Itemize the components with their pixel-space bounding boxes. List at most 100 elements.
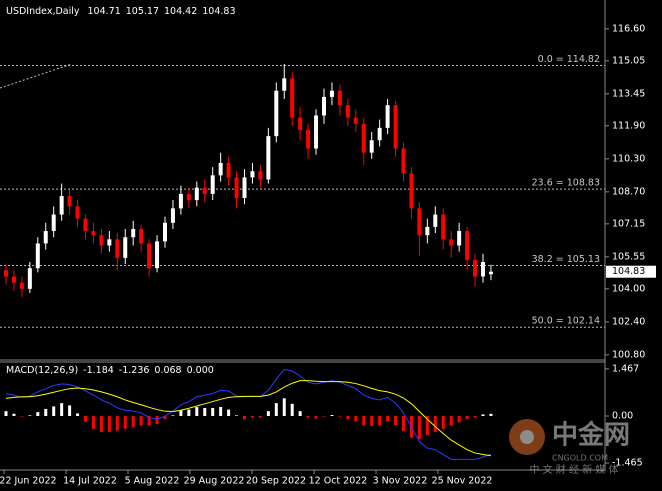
candle-body: [481, 262, 485, 277]
candle-body: [473, 259, 478, 277]
candle-body: [35, 243, 40, 269]
watermark-logo: 中金网: [552, 420, 630, 451]
indicator-name: MACD(12,26,9): [6, 365, 78, 376]
candle-body: [139, 228, 144, 244]
candle-body: [155, 241, 160, 269]
histogram-bar: [362, 416, 366, 426]
signal-value: -1.236: [119, 365, 150, 376]
histogram-bar: [250, 416, 254, 418]
candle-body: [290, 78, 295, 118]
candle-body: [298, 117, 303, 130]
candle-body: [258, 171, 263, 180]
x-tick-label: 20 Sep 2022: [246, 476, 306, 487]
y-tick-label: 108.70: [612, 186, 645, 197]
candle-body: [242, 177, 247, 199]
x-tick-label: 12 Oct 2022: [309, 476, 368, 487]
histogram-bar: [258, 416, 262, 418]
close-value: 104.83: [202, 6, 235, 17]
candle-body: [345, 105, 350, 118]
candle-body: [337, 90, 342, 106]
histogram-bar: [378, 416, 382, 426]
candle-body: [99, 235, 104, 246]
histogram-bar: [20, 416, 24, 417]
price-tag: [606, 265, 656, 278]
macd-value: -1.184: [83, 365, 114, 376]
candle-body: [457, 231, 462, 246]
y-tick-label: 100.80: [612, 349, 645, 360]
candle-body: [51, 214, 56, 232]
candle-body: [465, 231, 470, 260]
y-tick-label: 1.467: [612, 363, 639, 374]
y-tick-label: 102.40: [612, 316, 645, 327]
candle-body: [202, 187, 207, 194]
histogram-bar: [147, 416, 151, 426]
y-tick-label: 116.60: [612, 23, 645, 34]
histogram-bar: [489, 413, 493, 416]
fib-connector: [0, 63, 73, 89]
candle-body: [218, 162, 223, 176]
watermark-url: CNGOLD.COM: [552, 454, 608, 463]
histogram-bar: [76, 413, 80, 416]
histogram-bar: [433, 416, 437, 433]
histogram-bar: [282, 398, 286, 416]
candle-body: [186, 193, 191, 201]
low-value: 104.42: [164, 6, 197, 17]
histogram-bar: [322, 416, 326, 417]
histogram-bar: [155, 416, 159, 425]
histogram-bar: [314, 416, 318, 419]
y-tick-label: -1.465: [612, 458, 643, 469]
histogram-bar: [219, 407, 223, 416]
histogram-bar: [473, 416, 477, 418]
histogram-bar: [346, 416, 350, 420]
candle-body: [488, 271, 493, 275]
fib-label: 50.0 = 102.14: [532, 316, 600, 327]
candle-body: [274, 90, 279, 137]
x-tick-label: 29 Aug 2022: [184, 476, 245, 487]
histogram-bar: [417, 416, 421, 440]
histogram-bar: [449, 416, 453, 426]
indicator-line: [5, 380, 492, 457]
watermark-icon: [520, 430, 534, 444]
y-tick-label: 104.00: [612, 283, 645, 294]
histogram-bar: [402, 416, 405, 431]
histogram-bar: [44, 408, 48, 416]
y-tick-label: 107.15: [612, 218, 645, 229]
histogram-bar: [131, 416, 135, 428]
candle-body: [314, 115, 319, 149]
watermark-tagline: 中 文 财 经 新 媒 体: [529, 463, 618, 476]
x-tick-label: 5 Aug 2022: [125, 476, 180, 487]
candle-body: [417, 208, 422, 236]
histogram-bar: [211, 407, 215, 416]
histogram-bar: [370, 416, 374, 426]
symbol: USDIndex,Daily: [6, 6, 80, 17]
candle-body: [393, 105, 398, 149]
histogram-bar: [235, 415, 239, 416]
histogram-bar: [107, 416, 111, 433]
histogram-bar: [394, 416, 398, 425]
y-tick-label: 115.05: [612, 55, 645, 66]
histogram-bar: [12, 413, 16, 416]
histogram-bar: [243, 416, 246, 420]
histogram-bar: [163, 416, 167, 420]
histogram-bar: [36, 412, 40, 416]
histogram-bar: [179, 410, 183, 416]
histogram-bar: [187, 409, 191, 416]
candle-body: [163, 222, 167, 242]
histogram-bar: [4, 411, 8, 416]
histogram-bar: [203, 407, 207, 416]
candle-body: [178, 193, 183, 209]
histogram-bar: [84, 416, 87, 422]
histogram-bar: [354, 416, 358, 422]
histogram-bar: [52, 406, 56, 416]
candle-body: [401, 148, 406, 174]
histogram-bar: [28, 415, 32, 416]
histogram-bar: [266, 411, 270, 416]
histogram-bar: [91, 416, 95, 429]
candle-body: [441, 214, 446, 240]
candle-body: [226, 162, 231, 178]
candle-body: [11, 276, 16, 283]
histogram-bar: [457, 416, 461, 423]
y-tick-label: 113.45: [612, 88, 645, 99]
candle-body: [43, 231, 48, 244]
histogram-bar: [298, 411, 302, 416]
